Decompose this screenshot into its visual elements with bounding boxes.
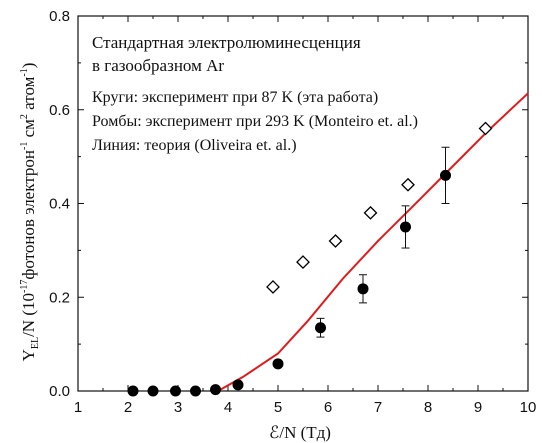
- x-axis-label-group: ℰ/N (Тд): [269, 423, 331, 442]
- data-layer: [127, 92, 529, 397]
- y-axis-label-rest4: атом: [19, 76, 38, 114]
- x-tick-label: 10: [520, 399, 537, 416]
- x-tick-label: 2: [124, 399, 132, 416]
- annotation-title-line2: в газообразном Ar: [92, 56, 224, 75]
- circle-point: [210, 384, 221, 396]
- circle-point: [147, 385, 159, 397]
- y-tick-label: 0.2: [49, 289, 70, 306]
- x-axis-label: ℰ/N (Тд): [269, 423, 331, 442]
- circle-point: [190, 385, 201, 397]
- circle-point: [400, 221, 411, 233]
- x-tick-label: 9: [474, 399, 482, 416]
- y-axis-label-sup2: -1: [19, 142, 30, 150]
- y-tick-label: 0.0: [49, 383, 70, 400]
- x-tick-label: 3: [174, 399, 182, 416]
- y-axis-label-end: ): [19, 63, 38, 69]
- annotation-diamonds: Ромбы: эксперимент при 293 K (Monteiro e…: [92, 113, 418, 130]
- diamond-point: [478, 121, 493, 136]
- x-tick-label: 6: [324, 399, 332, 416]
- y-axis-label-rest3: см: [19, 119, 38, 142]
- y-tick-label: 0.4: [49, 196, 70, 213]
- circle-point: [127, 385, 139, 397]
- circle-point: [232, 379, 244, 391]
- y-axis-label-sup3: 2: [19, 114, 30, 119]
- y-axis-label-rest: /N (10: [19, 293, 38, 337]
- theory-line: [217, 92, 529, 392]
- circle-point: [170, 385, 181, 397]
- y-axis-label-rest2: фотонов электрон: [19, 150, 38, 280]
- y-axis-label-sup4: -1: [19, 68, 30, 76]
- diamond-point: [401, 177, 415, 192]
- x-tick-label: 7: [374, 399, 382, 416]
- x-tick-label: 4: [224, 399, 232, 416]
- annotation-line: Линия: теория (Oliveira et. al.): [92, 137, 297, 154]
- axes-layer: 1 2 3 4 5 6 7 8 9 10 0.0 0.2 0.4 0.6 0.8: [49, 8, 536, 416]
- circle-point: [357, 283, 369, 295]
- x-tick-label: 1: [74, 399, 82, 416]
- y-tick-label: 0.8: [49, 8, 70, 25]
- x-tick-label: 8: [424, 399, 432, 416]
- annotation-title-line1: Стандартная электролюминесценция: [92, 33, 361, 52]
- circle-point: [272, 358, 284, 370]
- diamond-point: [328, 234, 343, 248]
- diamond-point: [363, 205, 378, 220]
- y-axis-label-sub: EL: [30, 337, 41, 349]
- x-tick-label: 5: [274, 399, 282, 416]
- circle-point: [315, 322, 326, 334]
- diamond-point: [296, 255, 310, 270]
- diamond-point: [266, 280, 280, 294]
- y-axis-label-group: YEL/N (10-17фотонов электрон-1 см2 атом-…: [19, 63, 41, 362]
- y-axis-label-sup1: -17: [19, 280, 30, 293]
- y-axis-label: YEL/N (10-17фотонов электрон-1 см2 атом-…: [19, 63, 41, 362]
- annotation-circles: Круги: эксперимент при 87 K (эта работа): [92, 89, 378, 106]
- y-tick-label: 0.6: [49, 102, 70, 119]
- circle-point: [440, 169, 451, 181]
- annotation-block: Стандартная электролюминесценция в газоо…: [92, 33, 418, 154]
- y-axis-label-main: Y: [19, 349, 38, 361]
